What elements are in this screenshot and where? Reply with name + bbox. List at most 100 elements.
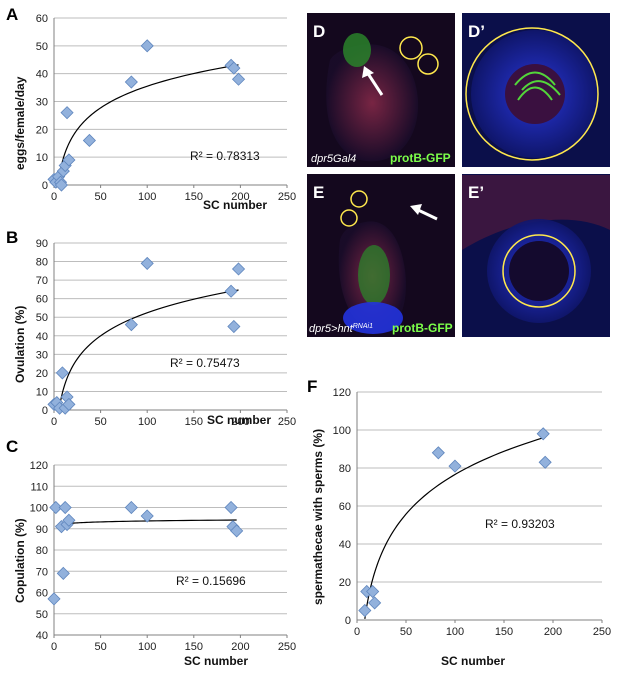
data-point-b [224,284,238,298]
y-axis-label-f: spermathecae with sperms (%) [311,429,325,605]
x-axis-label-c: SC number [184,654,248,668]
micrograph-e-gfp-label: protB-GFP [392,321,453,335]
y-tick-label-f: 120 [333,387,351,399]
y-tick-label-c: 100 [30,503,48,515]
x-tick-label-c: 250 [278,641,296,653]
x-tick-label-f: 100 [446,626,464,638]
y-tick-label-b: 0 [42,405,48,417]
x-tick-label-a: 100 [138,191,156,203]
y-tick-label-c: 60 [36,588,48,600]
micrograph-e-circle-1 [350,190,368,208]
y-tick-label-a: 60 [36,13,48,25]
x-tick-label-a: 50 [94,191,106,203]
y-tick-label-b: 20 [36,368,48,380]
trendline-b [56,289,239,411]
x-axis-label-b: SC number [207,413,271,427]
x-tick-label-b: 100 [138,416,156,428]
y-tick-label-c: 110 [30,481,48,493]
y-tick-label-a: 0 [42,180,48,192]
y-tick-label-c: 50 [36,609,48,621]
trendline-a [55,64,239,186]
x-tick-label-b: 0 [51,416,57,428]
y-tick-label-b: 80 [36,257,48,269]
x-tick-label-b: 50 [94,416,106,428]
y-tick-label-c: 70 [36,566,48,578]
x-tick-label-a: 0 [51,191,57,203]
data-point-f [538,455,552,469]
micrograph-d-circle-2 [417,53,439,75]
chart-c: 40 50 60 70 80 90 100 110 120 0 50 100 150 200 250 [30,460,297,653]
y-tick-label-f: 40 [339,539,351,551]
y-tick-label-f: 100 [333,425,351,437]
x-tick-label-b: 200 [231,416,249,428]
y-tick-label-f: 80 [339,463,351,475]
x-axis-label-f: SC number [441,654,505,668]
panel-a: A 0 10 20 30 40 50 60 0 50 100 150 200 250 R² = 0.78… [6,5,296,212]
micrograph-d-arrow-icon [362,66,374,78]
data-point-f [536,427,550,441]
x-tick-label-b: 150 [185,416,203,428]
data-point-c [224,500,238,515]
data-point-a [54,178,69,192]
x-tick-label-c: 50 [94,641,106,653]
data-point-b [140,256,154,270]
data-point-c [47,592,61,606]
y-tick-label-a: 10 [36,152,48,164]
y-tick-label-b: 60 [36,294,48,306]
y-tick-label-c: 120 [30,460,48,472]
y-tick-label-f: 60 [339,501,351,513]
micrograph-e-caption-sup: RNAi1 [353,323,373,330]
micrograph-e-prime-lumen [509,241,569,301]
data-point-b [55,366,69,380]
micrograph-d-prime-sperm-bundle [514,71,561,101]
x-tick-label-a: 250 [278,191,296,203]
micrograph-e-circle-2 [340,209,358,227]
chart-b: 0 10 20 30 40 50 60 70 80 90 0 50 100 150 200 250 [36,238,296,428]
x-tick-label-f: 250 [593,626,611,638]
y-tick-label-a: 50 [36,41,48,53]
data-point-f [448,459,462,473]
data-point-a [124,75,138,89]
data-point-c [124,500,138,515]
micrograph-d-gfp-label: protB-GFP [390,151,451,165]
y-tick-label-a: 40 [36,69,48,81]
data-point-c [58,500,72,515]
data-point-a [231,72,246,86]
micrograph-e-gfp-cluster [358,245,390,305]
micrograph-d-gfp-cluster [343,33,371,67]
micrograph-e-nuclei-mass [343,302,403,334]
y-tick-label-b: 10 [36,386,48,398]
micrograph-d-tissue [326,44,419,162]
y-tick-label-c: 90 [36,524,48,536]
micrograph-d-caption: dpr5Gal4 [311,153,356,165]
data-point-c [230,524,244,538]
data-point-b [227,319,241,334]
panel-letter-c: C [6,437,18,456]
y-axis-label-a: eggs/female/day [13,76,27,170]
panel-f: F 0 20 40 60 80 100 120 0 50 100 150 200 250 R² = 0.… [307,377,611,668]
x-tick-label-f: 200 [544,626,562,638]
x-tick-label-c: 100 [138,641,156,653]
y-tick-label-a: 30 [36,97,48,109]
x-tick-label-a: 150 [185,191,203,203]
panel-letter-a: A [6,5,18,24]
y-axis-label-c: Copulation (%) [13,518,27,603]
x-tick-label-c: 150 [185,641,203,653]
micrograph-d-prime-label: D’ [468,22,485,41]
panel-letter-b: B [6,228,18,247]
data-point-f [368,596,382,610]
micrograph-e-prime-label: E’ [468,183,484,202]
micrograph-d-label: D [313,22,325,41]
data-point-f [358,603,372,618]
micrograph-d-prime-circle [465,27,599,161]
data-point-c [49,500,63,515]
y-axis-label-b: Ovulation (%) [13,306,27,383]
data-point-f [366,584,380,599]
data-point-a [227,61,241,75]
y-tick-label-a: 20 [36,124,48,136]
panel-b: B 0 10 20 30 40 50 60 70 80 90 0 50 100 150 200 250 R² … [6,228,296,428]
y-tick-label-f: 0 [345,615,351,627]
y-tick-label-c: 80 [36,545,48,557]
r2-label-b: R² = 0.75473 [170,356,240,370]
svg-text:dpr5>hntRNAi1: dpr5>hntRNAi1 [309,323,373,335]
